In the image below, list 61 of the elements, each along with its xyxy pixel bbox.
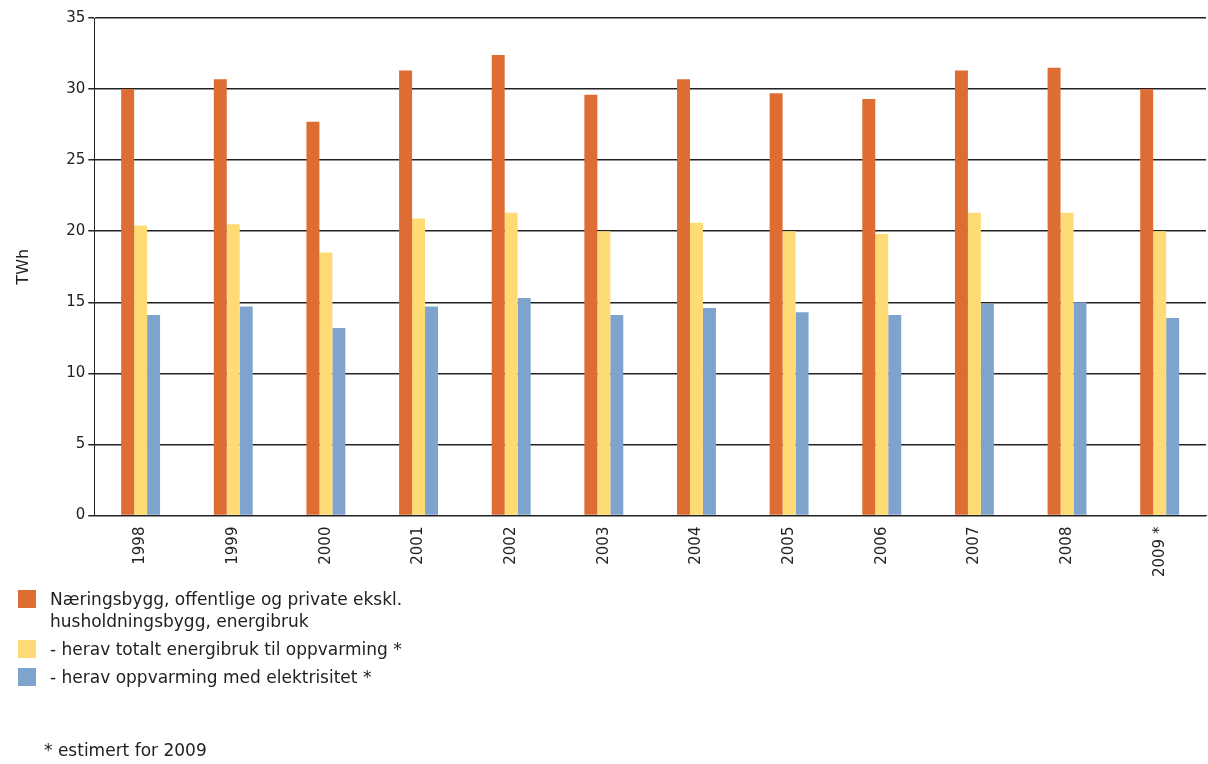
bar [1166, 317, 1180, 515]
legend-label: Næringsbygg, offentlige og private ekskl. husholdningsbygg, energibruk [50, 588, 404, 632]
bar [610, 315, 624, 515]
x-tick-label: 2004 [686, 526, 705, 565]
bar [491, 54, 505, 515]
bar [954, 70, 968, 515]
x-tick-label: 2008 [1056, 526, 1075, 565]
bar [213, 79, 227, 515]
bar [121, 89, 135, 515]
bar [332, 327, 346, 515]
x-tick-label: 1999 [223, 526, 242, 565]
bar [1047, 67, 1061, 515]
x-tick-label: 1998 [130, 526, 149, 565]
bar [677, 79, 690, 515]
bar [504, 212, 518, 515]
x-tick-label: 2005 [779, 526, 797, 565]
text: * estimert for 2009 [44, 740, 207, 760]
bar [147, 315, 161, 515]
legend-label: - herav totalt energibruk til oppvarming * [50, 638, 402, 660]
bar [306, 121, 320, 515]
y-tick-label: 30 [66, 78, 86, 97]
bar [875, 234, 889, 515]
x-tick-label: 2001 [408, 526, 427, 565]
y-tick-label: 35 [66, 7, 86, 26]
y-tick-label: 10 [66, 363, 86, 382]
y-tick-label: 25 [66, 150, 86, 169]
y-tick-label: 20 [66, 221, 86, 240]
x-tick-label: 2000 [315, 526, 334, 565]
y-tick-label: 0 [75, 505, 86, 524]
legend-label: - herav oppvarming med elektrisitet * [50, 666, 372, 688]
bar [584, 94, 598, 515]
y-axis-title: TWh [12, 248, 32, 286]
bar [425, 306, 438, 515]
bar [769, 93, 783, 515]
x-tick-label: 2002 [501, 526, 520, 565]
x-tick-label: 2006 [871, 526, 890, 565]
bar [1060, 212, 1074, 515]
bar [795, 312, 809, 515]
bar [1140, 89, 1154, 515]
bar [1153, 231, 1167, 515]
y-tick-label: 5 [75, 434, 86, 453]
bar [399, 70, 413, 515]
bar [239, 306, 253, 515]
bar [888, 315, 902, 515]
bar [517, 298, 531, 515]
x-tick-label: 2009 * [1149, 526, 1168, 578]
bar [412, 218, 426, 515]
bar [226, 224, 240, 515]
bar [319, 252, 333, 515]
bar [782, 231, 796, 515]
bar [967, 212, 981, 515]
y-tick-label: 15 [66, 292, 86, 311]
bar [689, 222, 703, 515]
bar [702, 308, 716, 515]
x-tick-label: 2007 [964, 526, 983, 565]
bar [134, 225, 148, 515]
x-tick-label: 2003 [593, 526, 612, 565]
bar [980, 303, 994, 515]
bar [597, 231, 611, 515]
bar [862, 99, 876, 515]
bar [1073, 302, 1087, 515]
